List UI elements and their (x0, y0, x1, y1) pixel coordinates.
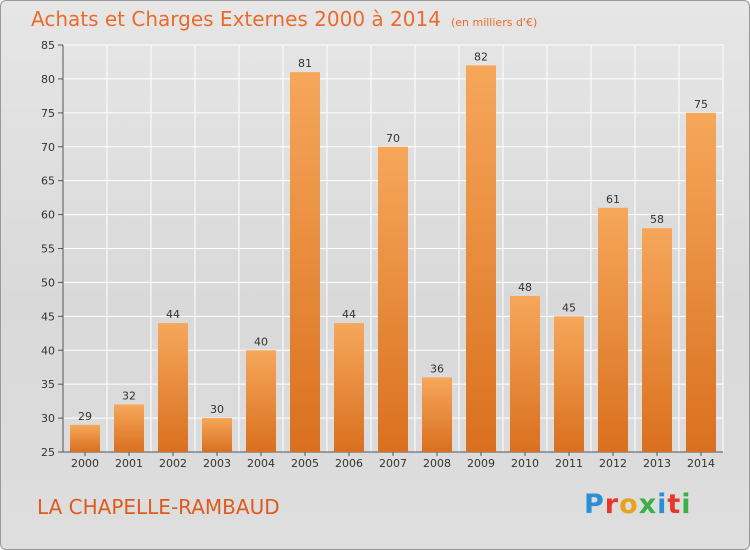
data-label: 45 (562, 301, 576, 314)
bars (70, 65, 716, 452)
logo-letter: r (604, 489, 620, 520)
data-label: 32 (122, 390, 136, 403)
x-tick-label: 2014 (687, 457, 715, 470)
x-tick-label: 2005 (291, 457, 319, 470)
data-label: 82 (474, 50, 488, 63)
data-label: 29 (78, 410, 92, 423)
logo-letter: i (681, 489, 692, 520)
bar (510, 295, 540, 452)
bar (70, 424, 100, 452)
data-label: 75 (694, 98, 708, 111)
bar (466, 65, 496, 452)
data-label: 44 (342, 308, 356, 321)
y-tick-label: 45 (41, 310, 55, 323)
y-tick-label: 85 (41, 39, 55, 52)
chart-unit: (en milliers d'€) (450, 16, 538, 29)
y-tick-label: 80 (41, 73, 55, 86)
bar (642, 228, 672, 452)
chart-title: Achats et Charges Externes 2000 à 2014 (e… (31, 7, 537, 31)
y-tick-label: 60 (41, 209, 55, 222)
data-label: 30 (210, 403, 224, 416)
y-tick-label: 55 (41, 243, 55, 256)
x-tick-label: 2006 (335, 457, 363, 470)
x-tick-label: 2013 (643, 457, 671, 470)
bar (378, 146, 408, 452)
y-tick-label: 50 (41, 276, 55, 289)
y-tick-label: 30 (41, 412, 55, 425)
bar (334, 323, 364, 452)
y-tick-label: 40 (41, 344, 55, 357)
value-labels: 29 32 44 30 40 81 44 70 36 82 48 45 61 58 75 (78, 50, 708, 423)
bar (114, 404, 144, 452)
bar (686, 112, 716, 452)
data-label: 48 (518, 281, 532, 294)
bar (158, 323, 188, 452)
bar (246, 350, 276, 452)
data-label: 70 (386, 132, 400, 145)
y-tick-label: 35 (41, 378, 55, 391)
data-label: 81 (298, 57, 312, 70)
data-label: 58 (650, 213, 664, 226)
x-tick-label: 2007 (379, 457, 407, 470)
proxiti-logo: Proxiti (584, 489, 692, 520)
bar (202, 418, 232, 452)
logo-letter: t (667, 489, 682, 520)
bar (554, 316, 584, 452)
x-tick-label: 2003 (203, 457, 231, 470)
bar (598, 207, 628, 452)
x-tick-label: 2004 (247, 457, 275, 470)
y-tick-label: 70 (41, 141, 55, 154)
x-tick-label: 2008 (423, 457, 451, 470)
x-tick-label: 2002 (159, 457, 187, 470)
data-label: 61 (606, 193, 620, 206)
logo-letter: x (638, 489, 658, 520)
x-tick-label: 2000 (71, 457, 99, 470)
bar (422, 377, 452, 452)
data-label: 40 (254, 335, 268, 348)
town-name: LA CHAPELLE-RAMBAUD (37, 495, 280, 519)
y-tick-label: 25 (41, 446, 55, 459)
y-tick-label: 75 (41, 107, 55, 120)
bar (290, 72, 320, 452)
logo-letter: P (584, 489, 605, 520)
y-tick-label: 65 (41, 175, 55, 188)
x-tick-label: 2001 (115, 457, 143, 470)
x-tick-label: 2012 (599, 457, 627, 470)
data-label: 44 (166, 308, 180, 321)
chart-title-text: Achats et Charges Externes 2000 à 2014 (31, 7, 441, 31)
x-tick-label: 2009 (467, 457, 495, 470)
logo-letter: o (619, 489, 639, 520)
data-label: 36 (430, 362, 444, 375)
x-tick-label: 2010 (511, 457, 539, 470)
logo-letter: i (657, 489, 668, 520)
x-tick-label: 2011 (555, 457, 583, 470)
